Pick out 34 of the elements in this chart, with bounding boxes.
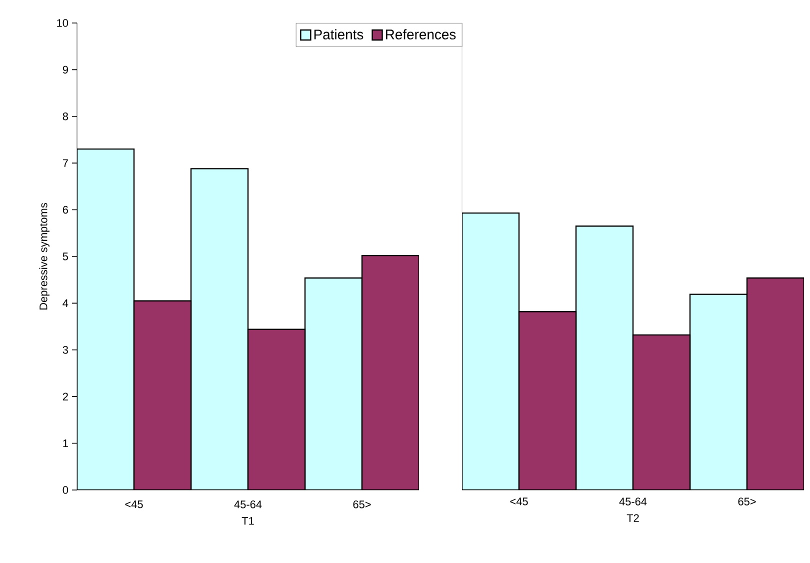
- x-tick-label: 65>: [353, 500, 371, 508]
- legend-label: References: [386, 29, 456, 40]
- y-tick-label: 7: [62, 159, 68, 167]
- x-tick-label: <45: [125, 500, 143, 508]
- y-tick-label: 1: [63, 440, 68, 448]
- x-tick-label: 65>: [738, 498, 756, 506]
- y-tick-label: 10: [57, 19, 68, 27]
- bar: [462, 212, 520, 490]
- bar: [361, 254, 420, 490]
- bar: [689, 294, 748, 490]
- bar: [247, 328, 306, 490]
- bar: [518, 310, 577, 490]
- bar: [746, 277, 804, 490]
- y-tick-label: 9: [62, 66, 68, 74]
- bar: [77, 148, 135, 490]
- x-tick-label: 45-64: [234, 500, 262, 508]
- y-tick-label: 8: [62, 112, 68, 120]
- x-tick-label: <45: [510, 498, 528, 506]
- y-tick-label: 2: [62, 392, 68, 400]
- y-tick-label: 5: [62, 252, 68, 260]
- y-tick-label: 0: [62, 486, 68, 494]
- x-tick-label: 45-64: [619, 498, 647, 506]
- bar: [632, 334, 691, 490]
- y-tick-label: 4: [62, 299, 68, 307]
- bar: [133, 300, 192, 490]
- legend-label: Patients: [314, 29, 364, 40]
- y-tick-label: 6: [62, 206, 68, 214]
- bar: [575, 226, 634, 490]
- y-axis-title: Depressive symptoms: [39, 203, 50, 310]
- bar: [190, 168, 249, 490]
- y-tick-label: 3: [62, 346, 68, 354]
- bar: [304, 277, 363, 490]
- x-axis-title: T1: [242, 517, 254, 525]
- x-axis-title: T2: [626, 514, 639, 522]
